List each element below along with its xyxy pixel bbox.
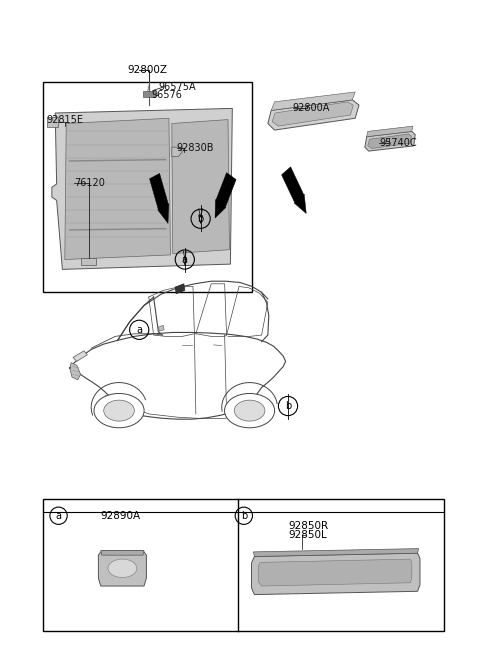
Text: 92800Z: 92800Z bbox=[127, 65, 167, 76]
Polygon shape bbox=[282, 167, 306, 214]
Polygon shape bbox=[252, 553, 420, 595]
Polygon shape bbox=[215, 173, 236, 218]
Polygon shape bbox=[172, 120, 229, 254]
Polygon shape bbox=[272, 102, 353, 126]
Bar bbox=[43, 82, 252, 292]
Polygon shape bbox=[101, 551, 144, 555]
Text: 92850R: 92850R bbox=[288, 520, 328, 531]
Text: b: b bbox=[240, 510, 247, 521]
Polygon shape bbox=[271, 92, 355, 110]
Text: 96575A: 96575A bbox=[158, 81, 196, 92]
Text: 92800A: 92800A bbox=[293, 102, 330, 113]
Polygon shape bbox=[175, 284, 185, 294]
Ellipse shape bbox=[94, 394, 144, 428]
Text: 92890A: 92890A bbox=[101, 510, 141, 521]
Text: 92850L: 92850L bbox=[288, 530, 327, 540]
Polygon shape bbox=[172, 147, 182, 156]
Polygon shape bbox=[143, 91, 155, 97]
Text: 96576: 96576 bbox=[152, 89, 182, 100]
Polygon shape bbox=[268, 100, 359, 130]
Polygon shape bbox=[81, 258, 96, 265]
Bar bbox=[43, 499, 444, 631]
Polygon shape bbox=[365, 131, 415, 151]
Polygon shape bbox=[98, 551, 146, 586]
Text: 95740C: 95740C bbox=[379, 138, 417, 148]
Polygon shape bbox=[253, 549, 419, 556]
Text: 92815E: 92815E bbox=[46, 114, 83, 125]
Polygon shape bbox=[158, 325, 164, 331]
Ellipse shape bbox=[108, 559, 137, 578]
Polygon shape bbox=[73, 351, 87, 361]
Polygon shape bbox=[47, 117, 58, 127]
Polygon shape bbox=[258, 559, 412, 586]
Polygon shape bbox=[65, 118, 170, 260]
Text: 92830B: 92830B bbox=[177, 143, 214, 153]
Ellipse shape bbox=[104, 400, 134, 421]
Text: a: a bbox=[182, 254, 188, 265]
Polygon shape bbox=[368, 134, 411, 148]
Text: a: a bbox=[136, 325, 142, 335]
Polygon shape bbox=[70, 363, 81, 380]
Text: a: a bbox=[56, 510, 61, 521]
Polygon shape bbox=[52, 108, 232, 269]
Ellipse shape bbox=[234, 400, 265, 421]
Text: b: b bbox=[285, 401, 291, 411]
Polygon shape bbox=[367, 126, 413, 137]
Polygon shape bbox=[150, 173, 169, 223]
Text: b: b bbox=[197, 214, 204, 224]
Text: 76120: 76120 bbox=[74, 177, 105, 188]
Ellipse shape bbox=[225, 394, 275, 428]
